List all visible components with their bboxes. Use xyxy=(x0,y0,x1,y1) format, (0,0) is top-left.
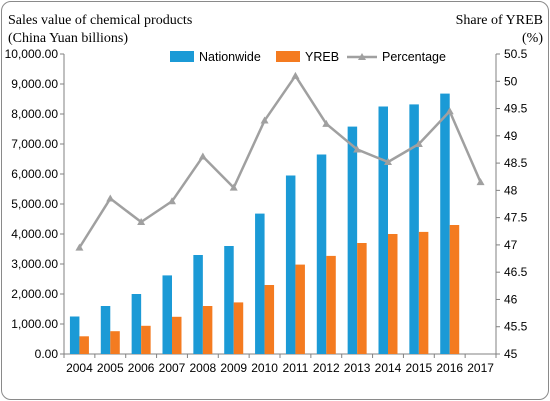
left-tick-label: 0.00 xyxy=(35,347,59,361)
right-tick-label: 50.5 xyxy=(504,47,528,61)
bar-yreb xyxy=(326,255,336,354)
bar-nationwide xyxy=(131,294,142,354)
x-tick-label: 2014 xyxy=(375,361,402,375)
percentage-point xyxy=(476,178,485,186)
right-tick-label: 45 xyxy=(504,347,518,361)
left-axis-title-line1: Sales value of chemical products xyxy=(8,13,192,28)
left-tick-label: 1,000.00 xyxy=(11,317,58,331)
bar-nationwide xyxy=(409,104,419,355)
bar-nationwide xyxy=(69,316,80,354)
x-tick-label: 2009 xyxy=(220,361,247,375)
left-tick-label: 3,000.00 xyxy=(11,257,58,271)
percentage-point xyxy=(445,107,454,115)
bar-yreb xyxy=(202,306,213,354)
legend-swatch-nationwide xyxy=(170,51,194,62)
right-tick-label: 50 xyxy=(504,74,518,88)
bar-yreb xyxy=(388,234,398,354)
percentage-line-series xyxy=(75,71,485,251)
percentage-line xyxy=(78,74,482,249)
legend-label-percentage: Percentage xyxy=(382,50,446,64)
bar-yreb xyxy=(233,302,244,354)
right-tick-label: 47.5 xyxy=(504,211,528,225)
bar-yreb xyxy=(141,325,151,354)
bar-nationwide xyxy=(255,213,265,354)
percentage-point xyxy=(322,119,331,127)
percentage-point xyxy=(75,243,84,251)
right-tick-label: 48.5 xyxy=(504,156,528,170)
legend-label-nationwide: Nationwide xyxy=(199,50,261,64)
x-tick-label: 2012 xyxy=(313,361,340,375)
bar-nationwide xyxy=(347,126,358,354)
left-tick-label: 9,000.00 xyxy=(11,77,58,91)
percentage-point xyxy=(353,145,362,153)
left-tick-label: 6,000.00 xyxy=(11,167,58,181)
left-tick-label: 2,000.00 xyxy=(11,287,58,301)
right-axis-title-line1: Share of YREB xyxy=(456,13,543,28)
bar-nationwide xyxy=(285,175,296,354)
percentage-point xyxy=(137,218,146,225)
percentage-point xyxy=(229,183,238,191)
right-tick-label: 45.5 xyxy=(504,320,528,334)
bar-yreb xyxy=(79,336,89,354)
bar-nationwide xyxy=(440,93,450,354)
percentage-point xyxy=(106,194,115,202)
bar-yreb xyxy=(264,285,275,354)
x-tick-label: 2013 xyxy=(344,361,371,375)
x-tick-label: 2006 xyxy=(128,361,155,375)
right-axis-title-line2: (%) xyxy=(522,31,543,46)
legend-label-yreb: YREB xyxy=(305,50,339,64)
x-tick-label: 2008 xyxy=(190,361,217,375)
bar-nationwide xyxy=(316,154,327,354)
right-tick-label: 49.5 xyxy=(504,102,528,116)
right-tick-label: 48 xyxy=(504,183,518,197)
percentage-point xyxy=(384,158,392,165)
bar-yreb xyxy=(357,243,367,354)
legend-marker-percentage xyxy=(358,53,366,60)
bar-series xyxy=(69,93,460,355)
bar-nationwide xyxy=(378,106,388,354)
right-tick-label: 47 xyxy=(504,238,518,252)
bar-nationwide xyxy=(193,255,203,354)
x-tick-label: 2016 xyxy=(436,361,463,375)
x-tick-label: 2005 xyxy=(97,361,124,375)
bar-yreb xyxy=(172,316,182,354)
percentage-point xyxy=(168,197,176,205)
bar-nationwide xyxy=(162,275,172,354)
bar-yreb xyxy=(449,225,460,354)
bar-yreb xyxy=(295,264,305,354)
bar-yreb xyxy=(418,231,429,354)
right-tick-label: 49 xyxy=(504,129,518,143)
x-tick-label: 2015 xyxy=(406,361,433,375)
left-tick-label: 10,000.00 xyxy=(5,47,59,61)
bar-nationwide xyxy=(224,246,234,354)
right-tick-label: 46 xyxy=(504,292,518,306)
axes: 0.00 1,000.00 2,000.00 3,000.00 4,000.00 5,00… xyxy=(5,47,528,375)
bar-yreb xyxy=(110,331,120,354)
x-tick-label: 2007 xyxy=(159,361,186,375)
left-axis-title-line2: (China Yuan billions) xyxy=(8,31,128,46)
left-tick-label: 5,000.00 xyxy=(11,197,58,211)
left-tick-label: 4,000.00 xyxy=(11,227,58,241)
right-tick-label: 46.5 xyxy=(504,265,528,279)
legend-swatch-yreb xyxy=(276,51,300,62)
x-tick-label: 2004 xyxy=(66,361,93,375)
left-tick-label: 7,000.00 xyxy=(11,137,58,151)
percentage-point xyxy=(260,116,269,124)
percentage-point xyxy=(291,71,300,79)
x-tick-label: 2011 xyxy=(283,361,309,375)
x-tick-label: 2010 xyxy=(251,361,278,375)
legend: Nationwide YREB Percentage xyxy=(170,50,446,64)
percentage-point xyxy=(414,140,423,147)
x-tick-label: 2017 xyxy=(467,361,494,375)
bar-nationwide xyxy=(100,306,111,354)
left-tick-label: 8,000.00 xyxy=(11,107,58,121)
percentage-point xyxy=(198,152,207,160)
